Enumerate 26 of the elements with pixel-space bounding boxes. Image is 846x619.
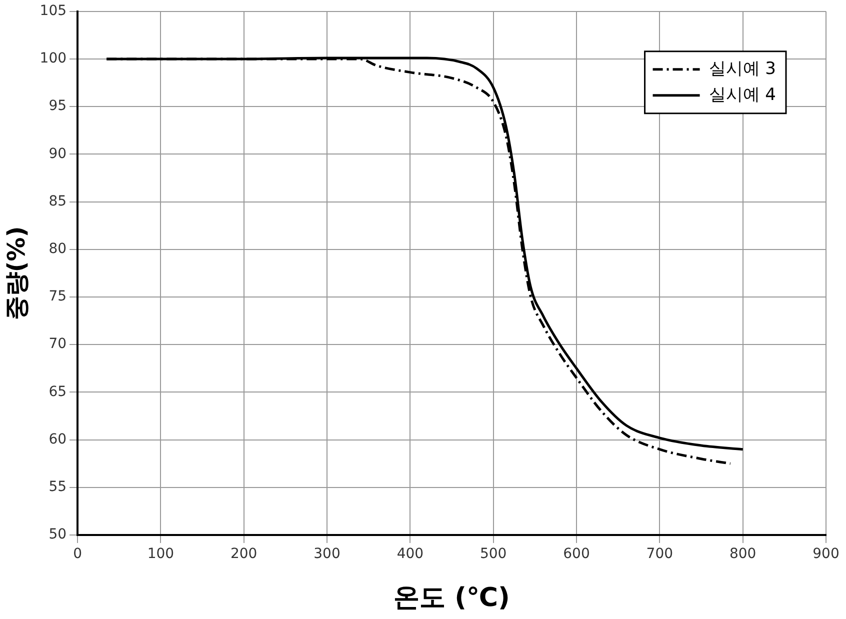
- y-tick-label: 95: [48, 98, 67, 114]
- legend-label: 실시예 3: [708, 58, 776, 79]
- x-tick-label: 800: [729, 546, 756, 562]
- y-tick-label: 60: [48, 431, 67, 448]
- x-tick-label: 400: [396, 546, 424, 562]
- y-tick-label: 80: [48, 241, 67, 258]
- x-tick-label: 900: [812, 546, 840, 562]
- x-tick-label: 200: [230, 546, 258, 562]
- x-tick-label: 700: [646, 546, 674, 562]
- y-tick-label: 90: [48, 146, 67, 162]
- y-tick-label: 100: [40, 50, 67, 67]
- x-tick-label: 0: [73, 546, 82, 562]
- y-tick-label: 105: [40, 3, 67, 20]
- y-tick-label: 50: [48, 526, 67, 543]
- y-tick-label: 65: [48, 384, 67, 400]
- x-axis-title: 온도 (℃): [394, 583, 510, 614]
- x-tick-label: 500: [480, 546, 507, 562]
- y-tick-label: 75: [48, 288, 67, 305]
- x-tick-label: 300: [314, 546, 340, 562]
- y-axis-title: 중량(%): [2, 226, 31, 320]
- y-tick-label: 55: [48, 479, 67, 496]
- y-tick-label: 85: [48, 193, 67, 210]
- legend-label: 실시예 4: [708, 84, 776, 105]
- x-tick-label: 100: [147, 546, 174, 562]
- x-tick-label: 600: [563, 546, 590, 562]
- y-tick-label: 70: [48, 336, 67, 352]
